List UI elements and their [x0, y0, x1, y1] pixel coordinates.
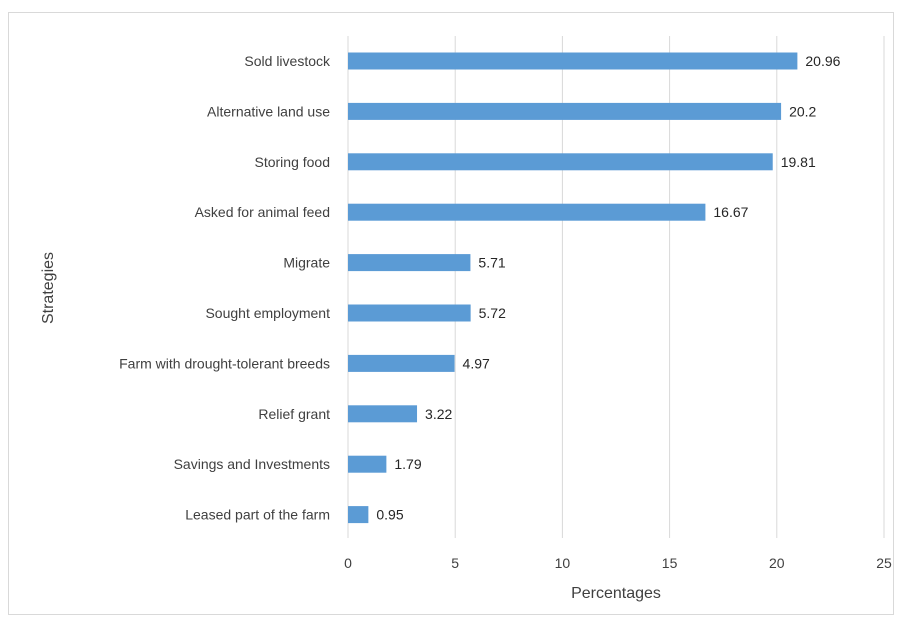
- data-label: 3.22: [425, 406, 452, 422]
- data-label: 5.71: [478, 255, 505, 271]
- bar: [348, 405, 418, 423]
- data-label: 16.67: [713, 204, 748, 220]
- bar: [348, 506, 369, 524]
- bar: [348, 304, 471, 322]
- data-label: 20.96: [805, 53, 840, 69]
- x-tick-label: 5: [451, 555, 459, 571]
- category-label: Relief grant: [258, 406, 330, 422]
- category-label: Savings and Investments: [174, 456, 330, 472]
- bar: [348, 203, 706, 221]
- category-label: Migrate: [283, 255, 330, 271]
- category-label: Asked for animal feed: [195, 204, 330, 220]
- data-label: 5.72: [479, 305, 506, 321]
- x-tick-label: 10: [555, 555, 571, 571]
- data-label: 19.81: [781, 154, 816, 170]
- category-label: Sought employment: [205, 305, 330, 321]
- bar: [348, 52, 798, 70]
- data-label: 1.79: [394, 456, 421, 472]
- category-label: Storing food: [255, 154, 331, 170]
- bar: [348, 254, 471, 272]
- x-tick-label: 15: [662, 555, 678, 571]
- category-labels: Sold livestock Alternative land use Storin…: [119, 53, 331, 523]
- bar: [348, 354, 455, 372]
- category-label: Alternative land use: [207, 103, 330, 119]
- data-label: 20.2: [789, 103, 816, 119]
- bars: [348, 52, 798, 524]
- data-label: 0.95: [376, 507, 403, 523]
- x-axis-title: Percentages: [571, 585, 661, 602]
- data-label: 4.97: [463, 355, 490, 371]
- bar: [348, 455, 387, 473]
- x-tick-label: 25: [876, 555, 892, 571]
- x-tick-label: 0: [344, 555, 352, 571]
- x-tick-labels: 0 5 10 15 20 25: [344, 555, 892, 571]
- y-axis-title: Strategies: [40, 252, 57, 324]
- x-tick-label: 20: [769, 555, 785, 571]
- category-label: Leased part of the farm: [185, 507, 330, 523]
- category-label: Farm with drought-tolerant breeds: [119, 355, 330, 371]
- bar: [348, 153, 773, 171]
- category-label: Sold livestock: [244, 53, 331, 69]
- bar: [348, 102, 782, 120]
- data-labels: 20.96 20.2 19.81 16.67 5.71 5.72 4.97 3.22 1.79 0…: [376, 53, 840, 523]
